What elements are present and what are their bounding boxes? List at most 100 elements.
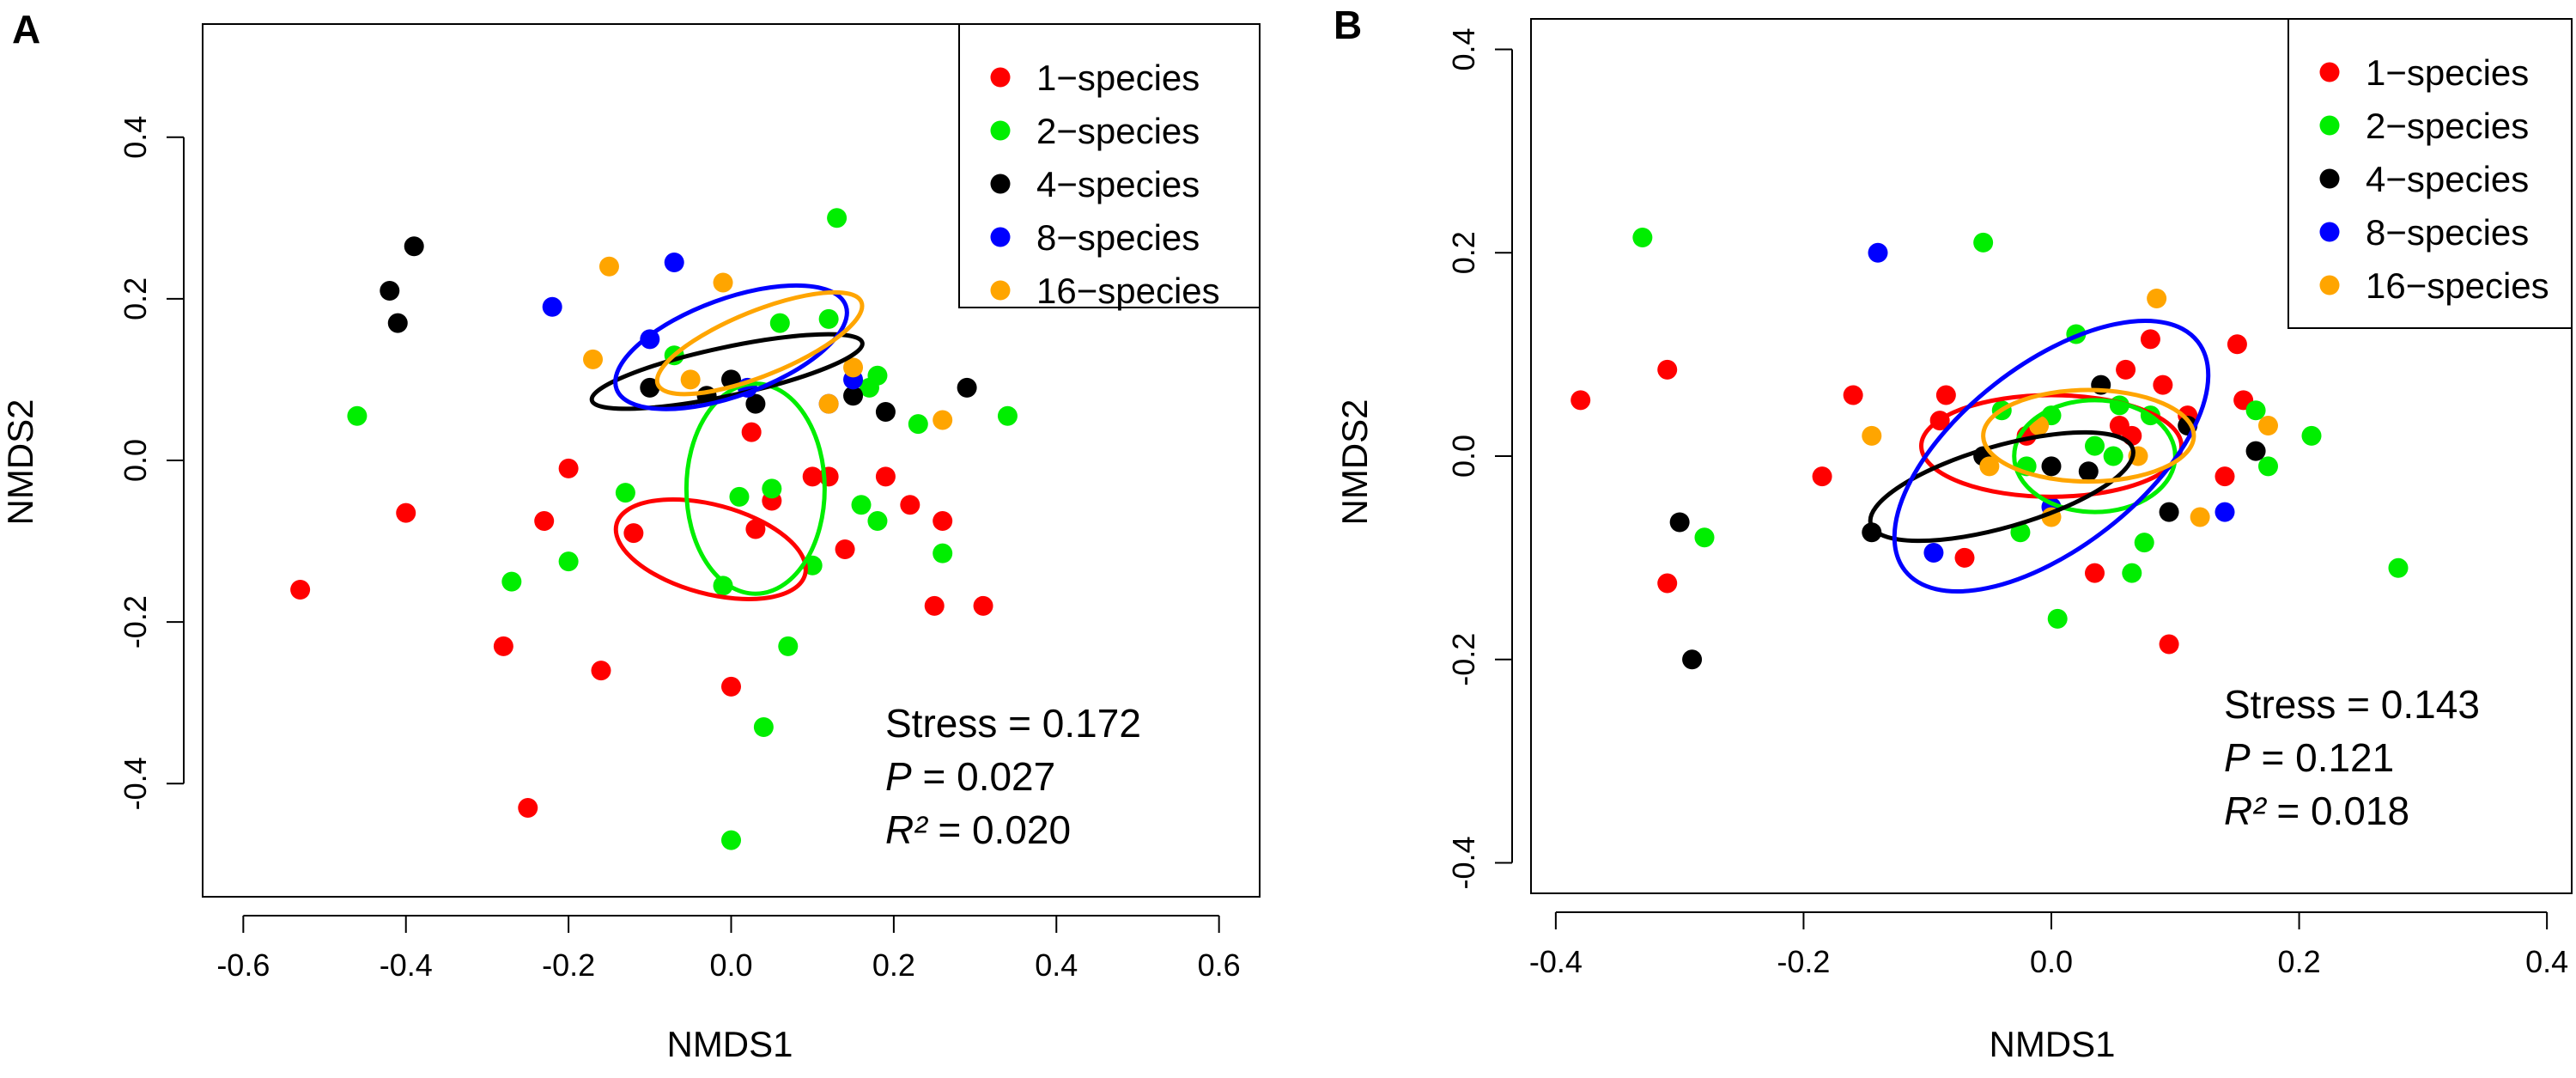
series-5 xyxy=(583,256,953,430)
data-point xyxy=(745,393,766,414)
data-point xyxy=(1843,385,1863,405)
data-point xyxy=(347,405,368,426)
data-point xyxy=(598,256,619,277)
panel-letter: B xyxy=(1334,3,1362,47)
legend-marker xyxy=(990,120,1011,141)
r2-text: R² = 0.020 xyxy=(885,807,1071,852)
data-point xyxy=(1657,359,1678,380)
data-point xyxy=(290,580,311,600)
data-point xyxy=(851,495,872,515)
data-point xyxy=(387,313,408,333)
y-axis: -0.4 -0.2 0.0 0.2 0.4 xyxy=(1446,27,1513,890)
data-layer xyxy=(1571,228,2409,670)
data-point xyxy=(1682,649,1703,670)
legend-marker xyxy=(990,227,1011,247)
x-axis: -0.4 -0.2 0.0 0.2 0.4 xyxy=(1529,911,2568,979)
data-point xyxy=(769,313,790,333)
data-point xyxy=(867,511,888,532)
data-point xyxy=(2245,441,2266,461)
data-point xyxy=(745,519,766,539)
data-point xyxy=(867,365,888,386)
data-point xyxy=(2159,502,2179,522)
data-point xyxy=(615,483,635,503)
legend-label: 4−species xyxy=(2366,159,2529,199)
data-point xyxy=(924,595,945,616)
legend-marker xyxy=(2319,222,2340,242)
stress-text: Stress = 0.143 xyxy=(2224,682,2480,727)
data-point xyxy=(802,466,823,487)
r2-value: = 0.020 xyxy=(927,807,1072,852)
r2-text: R² = 0.018 xyxy=(2224,789,2409,833)
y-tick-label: 0.0 xyxy=(1446,435,1481,478)
legend: 1−species 2−species 4−species 8−species 16−s… xyxy=(958,23,1261,311)
data-point xyxy=(640,377,660,398)
data-point xyxy=(1862,425,1882,446)
data-point xyxy=(2258,456,2278,477)
legend-label: 2−species xyxy=(1036,111,1200,151)
plot-frame xyxy=(202,23,1261,898)
data-point xyxy=(1979,456,2000,477)
legend-marker xyxy=(2319,168,2340,189)
data-point xyxy=(729,486,750,507)
y-tick-label: 0.4 xyxy=(118,116,153,159)
stress-text: Stress = 0.172 xyxy=(885,701,1141,746)
confidence-ellipse xyxy=(1981,387,2196,484)
legend-marker xyxy=(2319,275,2340,295)
series-1 xyxy=(290,422,993,819)
panel-b: B -0.4 -0.2 0.0 0.2 0.4 NMDS1 -0.4 -0.2 0.0 0.2 0.4… xyxy=(1334,3,2573,1064)
data-point xyxy=(1935,385,1956,405)
y-tick-label: -0.4 xyxy=(118,757,153,810)
stats-annotation: Stress = 0.143 P = 0.121 R² = 0.018 xyxy=(2224,682,2480,833)
data-point xyxy=(2245,400,2266,421)
legend-marker xyxy=(2319,62,2340,82)
data-point xyxy=(818,308,839,329)
data-point xyxy=(501,571,522,592)
data-point xyxy=(2258,415,2278,435)
data-point xyxy=(2116,359,2136,380)
x-tick-label: 0.2 xyxy=(872,947,915,983)
data-point xyxy=(558,458,579,478)
data-point xyxy=(933,543,953,563)
data-layer xyxy=(290,208,1018,850)
p-value: = 0.121 xyxy=(2251,735,2395,780)
data-point xyxy=(493,636,513,656)
legend-label: 16−species xyxy=(1036,271,1220,311)
data-point xyxy=(933,511,953,532)
r2-symbol: R² xyxy=(885,807,928,852)
data-point xyxy=(2134,533,2154,553)
x-tick-label: -0.2 xyxy=(542,947,595,983)
y-axis: -0.4 -0.2 0.0 0.2 0.4 xyxy=(118,116,185,810)
series-5 xyxy=(1862,289,2278,527)
x-tick-label: -0.4 xyxy=(1529,944,1583,979)
y-tick-label: 0.2 xyxy=(1446,231,1481,274)
data-point xyxy=(1973,232,1994,253)
data-point xyxy=(404,236,424,257)
legend-marker xyxy=(990,67,1011,88)
data-point xyxy=(973,595,993,616)
legend-label: 1−species xyxy=(2366,52,2529,93)
data-point xyxy=(591,661,611,681)
data-point xyxy=(2041,456,2062,477)
p-value-text: P = 0.027 xyxy=(885,754,1055,799)
p-symbol: P xyxy=(885,754,912,799)
data-point xyxy=(1868,242,1888,263)
y-axis-title: NMDS2 xyxy=(0,399,40,525)
data-point xyxy=(2301,425,2322,446)
data-point xyxy=(2215,502,2235,522)
data-point xyxy=(997,405,1018,426)
data-point xyxy=(2147,289,2167,309)
legend-marker xyxy=(990,174,1011,194)
data-point xyxy=(680,369,701,390)
data-point xyxy=(1862,522,1882,543)
series-3 xyxy=(1669,375,2266,670)
data-point xyxy=(1812,466,1832,487)
data-point xyxy=(900,495,920,515)
x-axis-title: NMDS1 xyxy=(666,1024,793,1064)
data-point xyxy=(1669,512,1690,533)
data-point xyxy=(753,716,774,737)
data-point xyxy=(2085,563,2105,583)
data-point xyxy=(933,410,953,430)
r2-symbol: R² xyxy=(2224,789,2267,833)
data-point xyxy=(583,349,604,369)
